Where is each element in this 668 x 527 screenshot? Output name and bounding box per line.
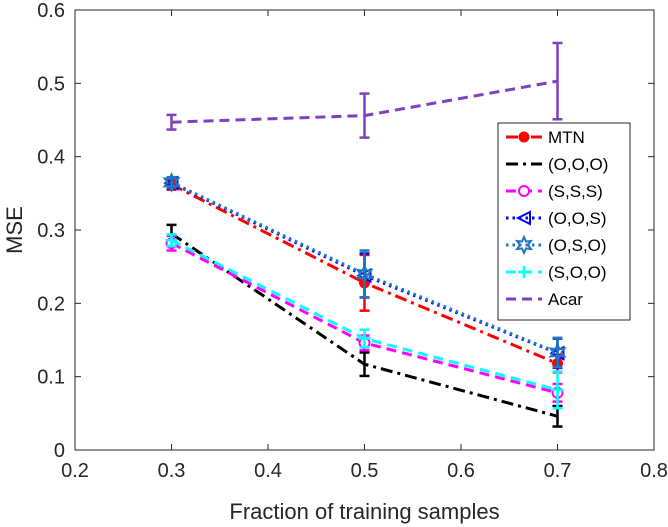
legend-label: (S,S,S)	[548, 182, 603, 201]
legend-label: (O,S,O)	[548, 236, 607, 255]
legend-marker	[514, 234, 534, 256]
x-axis-label: Fraction of training samples	[229, 499, 499, 524]
legend-entry: (O,O,O)	[506, 155, 608, 174]
legend-entry: (O,O,S)	[506, 209, 607, 228]
legend-entry: Acar	[506, 290, 583, 309]
error-bar	[359, 92, 370, 139]
data-point	[358, 332, 371, 345]
series-acar	[166, 41, 563, 139]
legend-entry: (S,O,O)	[506, 263, 607, 282]
series-o-s-o	[162, 171, 567, 369]
y-axis-label: MSE	[2, 206, 27, 254]
x-tick-label: 0.8	[640, 460, 668, 482]
error-bar	[359, 351, 370, 378]
y-tick-label: 0.3	[37, 220, 65, 242]
legend-marker	[518, 185, 530, 197]
series-line	[170, 180, 559, 354]
x-tick-label: 0.2	[61, 460, 89, 482]
legend-box	[497, 122, 631, 321]
y-tick-label: 0.2	[37, 293, 65, 315]
data-point	[165, 234, 178, 247]
x-tick-label: 0.7	[544, 460, 572, 482]
legend-entry: (O,S,O)	[506, 234, 607, 256]
legend-marker	[518, 131, 530, 143]
y-tick-label: 0.5	[37, 73, 65, 95]
series-s-o-o	[165, 233, 564, 410]
legend: MTN (O,O,O) (S,S,S) (O,O,S) (O,S,O) (S,O,O) Ac…	[497, 122, 631, 321]
legend-label: Acar	[548, 290, 583, 309]
y-tick-label: 0.4	[37, 147, 65, 169]
data-point	[355, 263, 374, 285]
data-point	[548, 341, 567, 363]
error-bar	[166, 175, 177, 189]
x-tick-label: 0.6	[447, 460, 475, 482]
axes-layer: 0.2 0.3 0.4 0.5 0.6 0.7 0.8 0 0.1 0.2 0.3 0.4 0.5 0.6	[37, 0, 668, 482]
legend-entry: MTN	[506, 128, 585, 147]
y-tick-label: 0.6	[37, 0, 65, 22]
x-tick-label: 0.5	[351, 460, 379, 482]
error-bar	[359, 249, 370, 299]
y-tick-label: 0.1	[37, 367, 65, 389]
data-point	[551, 383, 564, 396]
series-line	[170, 183, 559, 365]
legend-label: MTN	[548, 128, 585, 147]
x-tick-label: 0.4	[254, 460, 282, 482]
y-tick-label: 0	[54, 440, 65, 462]
series-layer	[162, 41, 567, 428]
data-point	[162, 171, 181, 193]
legend-label: (O,O,S)	[548, 209, 607, 228]
x-tick-label: 0.3	[158, 460, 186, 482]
error-bar	[552, 41, 563, 121]
legend-marker	[515, 210, 531, 226]
legend-entry: (S,S,S)	[506, 182, 603, 201]
legend-label: (O,O,O)	[548, 155, 608, 174]
legend-label: (S,O,O)	[548, 263, 607, 282]
legend-marker	[518, 266, 530, 278]
error-bar	[166, 113, 177, 131]
